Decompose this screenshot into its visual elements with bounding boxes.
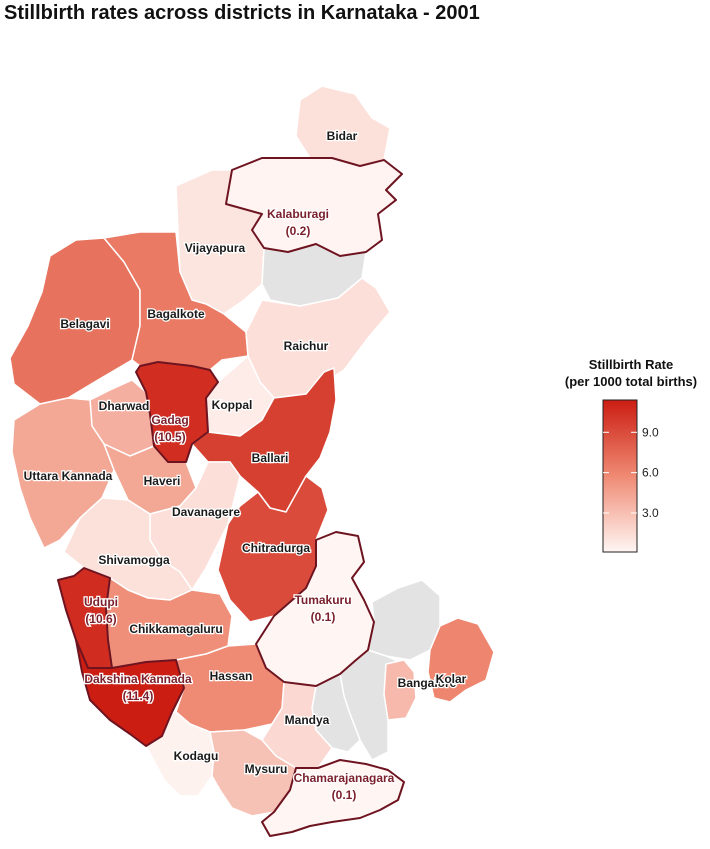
legend-colorbar xyxy=(602,399,638,553)
label-haveri: Haveri xyxy=(144,474,181,488)
district-bidar xyxy=(295,85,391,167)
district-kalaburagi xyxy=(225,157,403,257)
value-label-gadag: (10.5) xyxy=(154,430,185,444)
value-label-chamarajanagara: (0.1) xyxy=(332,788,357,802)
label-belagavi: Belagavi xyxy=(60,317,109,331)
label-ballari: Ballari xyxy=(252,451,289,465)
label-shivamogga: Shivamogga xyxy=(98,553,170,567)
district-regions xyxy=(9,85,495,837)
legend-title-line2: (per 1000 total births) xyxy=(565,374,697,389)
district-bagalkote xyxy=(103,231,249,371)
district-labels: Bidar Kalaburagi (0.2) Vijayapura Belagavi Ba… xyxy=(22,128,468,804)
label-chitradurga: Chitradurga xyxy=(242,541,310,555)
value-label-udupi: (10.6) xyxy=(85,612,116,626)
label-dharwad: Dharwad xyxy=(99,399,150,413)
value-label-dakshina-kannada: (11.4) xyxy=(123,689,154,703)
district-chitradurga xyxy=(217,475,329,623)
label-udupi: Udupi xyxy=(84,595,118,609)
label-kalaburagi: Kalaburagi xyxy=(267,207,329,221)
district-chikkaballapura xyxy=(367,579,441,661)
label-bagalkote: Bagalkote xyxy=(147,307,205,321)
district-chamarajanagara xyxy=(261,759,405,837)
label-dakshina-kannada: Dakshina Kannada xyxy=(84,672,192,686)
label-mysuru: Mysuru xyxy=(245,762,288,776)
legend-title-line1: Stillbirth Rate xyxy=(589,357,674,372)
legend: Stillbirth Rate (per 1000 total births) … xyxy=(565,357,697,553)
district-bangalore xyxy=(383,659,417,721)
label-hassan: Hassan xyxy=(210,669,253,683)
label-chamarajanagara: Chamarajanagara xyxy=(294,771,395,785)
value-label-kalaburagi: (0.2) xyxy=(286,224,311,238)
legend-tick-label: 3.0 xyxy=(642,506,659,520)
legend-ticks: 3.0 6.0 9.0 xyxy=(603,425,659,520)
label-gadag: Gadag xyxy=(151,413,188,427)
label-tumakuru: Tumakuru xyxy=(294,593,351,607)
label-bangalore: Bangalore xyxy=(398,676,457,690)
district-gadag xyxy=(135,361,219,463)
label-chikkamagaluru: Chikkamagaluru xyxy=(129,622,222,636)
label-davanagere: Davanagere xyxy=(172,505,240,519)
legend-tick-label: 9.0 xyxy=(642,425,659,439)
district-kolar xyxy=(427,617,495,703)
label-koppal: Koppal xyxy=(212,398,253,412)
label-kolar: Kolar xyxy=(436,672,467,686)
label-bidar: Bidar xyxy=(327,129,358,143)
district-udupi xyxy=(57,567,113,669)
label-mandya: Mandya xyxy=(285,713,330,727)
value-label-tumakuru: (0.1) xyxy=(311,610,336,624)
map-title: Stillbirth rates across districts in Kar… xyxy=(4,2,480,24)
legend-tick-label: 6.0 xyxy=(642,466,659,480)
label-uttara-kannada: Uttara Kannada xyxy=(24,469,113,483)
district-dakshina-kannada xyxy=(75,639,185,747)
district-tumakuru xyxy=(255,531,375,687)
label-raichur: Raichur xyxy=(284,339,329,353)
label-kodagu: Kodagu xyxy=(174,749,219,763)
label-vijayapura: Vijayapura xyxy=(185,241,246,255)
